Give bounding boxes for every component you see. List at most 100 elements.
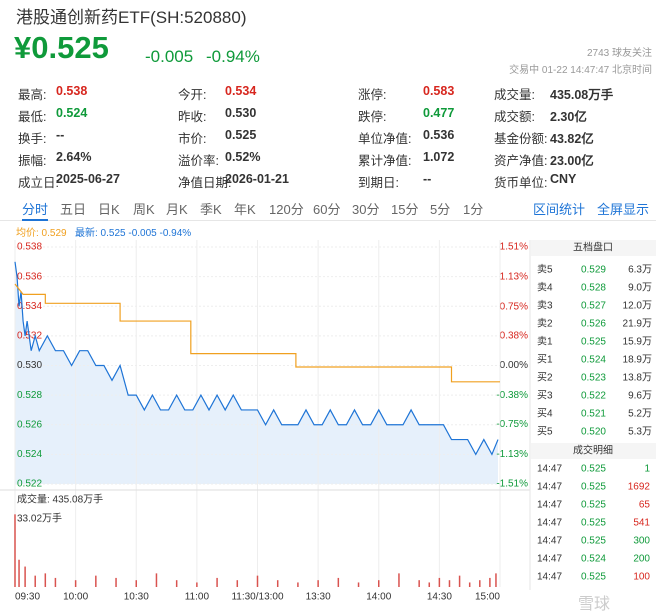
trade-price: 0.525 xyxy=(581,536,606,547)
ob-price: 0.520 xyxy=(581,427,606,438)
stat-value: 23.00亿 xyxy=(550,154,594,168)
y-tick-label: 0.534 xyxy=(17,301,42,312)
ob-volume: 15.9万 xyxy=(623,337,652,348)
tab[interactable]: 年K xyxy=(234,202,256,217)
y2-tick-label: 1.51% xyxy=(500,242,528,253)
y2-tick-label: 1.13% xyxy=(500,271,528,282)
tab[interactable]: 季K xyxy=(200,202,222,217)
tab-action[interactable]: 全屏显示 xyxy=(597,202,650,217)
trade-time: 14:47 xyxy=(537,536,562,547)
stat-label: 累计净值: xyxy=(358,154,412,168)
x-tick-label: 10:00 xyxy=(63,592,88,603)
x-tick-label: 11:00 xyxy=(185,592,210,603)
volume-bar xyxy=(428,582,431,587)
status: 交易中 01-22 14:47:47 北京时间 xyxy=(509,65,652,76)
ob-price: 0.528 xyxy=(581,283,606,294)
stat-value: 0.477 xyxy=(423,106,455,120)
ob-volume: 21.9万 xyxy=(623,319,652,330)
ob-label: 买4 xyxy=(537,408,553,420)
change: -0.005 xyxy=(145,47,194,66)
tab[interactable]: 分时 xyxy=(22,199,49,221)
y-tick-label: 0.530 xyxy=(17,360,42,371)
stat-value: CNY xyxy=(550,172,577,186)
volume-bar xyxy=(317,580,319,587)
ob-volume: 9.0万 xyxy=(628,283,652,294)
stat-value: 0.52% xyxy=(225,150,261,164)
tab[interactable]: 周K xyxy=(133,202,155,217)
volume-bar xyxy=(14,514,16,587)
tab[interactable]: 月K xyxy=(166,202,188,217)
y2-tick-label: 0.38% xyxy=(500,330,528,341)
title: 港股通创新药ETF(SH:520880) xyxy=(16,8,247,27)
ob-price: 0.524 xyxy=(581,355,606,366)
trade-volume: 100 xyxy=(633,572,650,583)
tab[interactable]: 120分 xyxy=(269,202,304,217)
stat-value: 0.524 xyxy=(56,106,88,120)
volume-bar xyxy=(155,573,158,587)
y-tick-label: 0.538 xyxy=(17,242,42,253)
volume-bar xyxy=(236,580,239,587)
ob-volume: 5.3万 xyxy=(628,427,652,438)
volume-bar xyxy=(115,577,117,587)
x-tick-label: 11:30/13:00 xyxy=(231,592,284,603)
trade-time: 14:47 xyxy=(537,482,562,493)
tab[interactable]: 5分 xyxy=(430,202,451,217)
change-pct: -0.94% xyxy=(206,47,260,66)
stat-label: 跌停: xyxy=(358,110,387,124)
stat-label: 涨停: xyxy=(358,88,387,102)
stat-value: 0.530 xyxy=(225,106,257,120)
ob-volume: 9.6万 xyxy=(628,391,652,402)
y2-tick-label: -0.75% xyxy=(496,419,528,430)
volume-bar xyxy=(256,575,259,587)
trade-volume: 1692 xyxy=(628,482,651,493)
ob-price: 0.529 xyxy=(581,265,606,276)
panel-header xyxy=(531,443,656,459)
tab[interactable]: 日K xyxy=(98,202,120,217)
x-tick-label: 10:30 xyxy=(124,592,149,603)
stat-label: 换手: xyxy=(18,132,47,146)
ob-volume: 12.0万 xyxy=(623,301,652,312)
stat-label: 市价: xyxy=(178,132,207,146)
volume-bar xyxy=(135,580,137,587)
tab[interactable]: 15分 xyxy=(391,202,419,217)
y-tick-label: 0.524 xyxy=(17,449,42,460)
stat-value: 0.583 xyxy=(423,84,455,98)
ob-price: 0.521 xyxy=(581,409,606,420)
y-tick-label: 0.536 xyxy=(17,271,42,282)
volume-bar xyxy=(378,580,380,587)
stat-value: 2.64% xyxy=(56,150,92,164)
ob-label: 买5 xyxy=(537,426,553,438)
tab-action[interactable]: 区间统计 xyxy=(533,202,586,217)
trade-price: 0.525 xyxy=(581,482,606,493)
trade-volume: 200 xyxy=(633,554,650,565)
volume-bar xyxy=(95,575,97,587)
stat-label: 成立日: xyxy=(18,176,59,190)
volume-title: 成交量: 435.08万手 xyxy=(17,493,103,506)
stat-label: 昨收: xyxy=(178,110,207,124)
ob-volume: 18.9万 xyxy=(623,355,652,366)
tab[interactable]: 1分 xyxy=(463,202,484,217)
ob-volume: 13.8万 xyxy=(623,373,652,384)
order-book-title: 五档盘口 xyxy=(573,241,613,254)
stat-label: 货币单位: xyxy=(494,176,548,190)
stat-value: 2025-06-27 xyxy=(56,172,120,186)
ob-price: 0.525 xyxy=(581,337,606,348)
stat-value: -- xyxy=(56,128,65,142)
volume-bar xyxy=(24,566,26,587)
stat-label: 单位净值: xyxy=(358,132,412,146)
stat-label: 资产净值: xyxy=(494,154,548,168)
y2-tick-label: -0.38% xyxy=(496,390,528,401)
ob-label: 卖1 xyxy=(537,336,553,348)
panel-header xyxy=(531,240,656,256)
tab[interactable]: 30分 xyxy=(352,202,380,217)
followers[interactable]: 2743 球友关注 xyxy=(586,48,652,59)
trade-time: 14:47 xyxy=(537,464,562,475)
tab[interactable]: 五日 xyxy=(60,202,87,217)
y-tick-label: 0.526 xyxy=(17,419,42,430)
tab[interactable]: 60分 xyxy=(313,202,341,217)
volume-bar xyxy=(54,577,57,587)
trade-price: 0.525 xyxy=(581,464,606,475)
stat-value: -- xyxy=(423,172,432,186)
stat-value: 0.525 xyxy=(225,128,257,142)
